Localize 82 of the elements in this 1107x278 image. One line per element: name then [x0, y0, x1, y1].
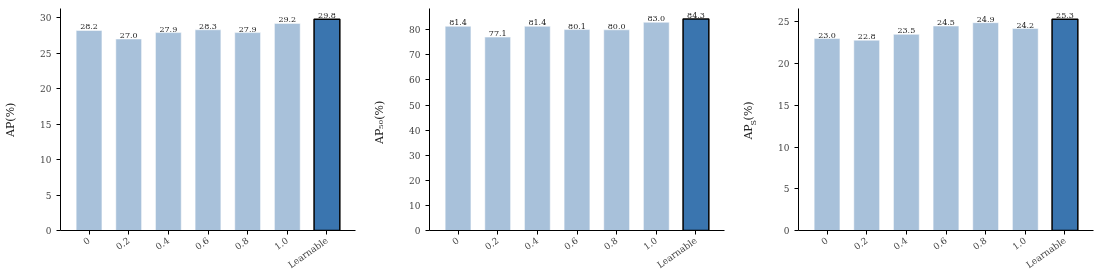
- y-tick-label: 20: [40, 84, 52, 95]
- bar: [853, 39, 880, 231]
- data-label: 28.2: [80, 22, 98, 32]
- x-tick-label: 0.8: [971, 235, 989, 252]
- x-tick-label: 1.0: [1010, 235, 1029, 252]
- data-label: 27.0: [119, 31, 138, 40]
- bar: [444, 26, 472, 231]
- data-label: 80.0: [607, 21, 626, 31]
- bar: [643, 22, 670, 231]
- y-tick-label: 0: [45, 226, 52, 236]
- bar: [932, 25, 960, 231]
- bar: [234, 32, 261, 231]
- bar: [194, 29, 222, 231]
- y-tick-label: 25: [778, 17, 790, 28]
- data-label: 83.0: [647, 14, 666, 24]
- y-tick-label: 20: [778, 59, 790, 70]
- bar: [893, 34, 920, 231]
- x-tick-label: 0: [450, 235, 462, 247]
- y-tick-label: 30: [409, 150, 421, 161]
- bar: [274, 23, 301, 231]
- data-label: 29.8: [318, 11, 336, 21]
- bar: [484, 36, 511, 231]
- x-tick-label: 0.6: [193, 235, 212, 252]
- data-label: 28.3: [199, 21, 217, 31]
- y-tick-label: 10: [40, 155, 52, 166]
- y-axis-title: AP₅₀(%): [372, 100, 386, 145]
- y-axis-title: APS(%): [741, 101, 758, 141]
- x-tick-label: 0.2: [114, 235, 132, 252]
- data-label: 23.0: [818, 30, 836, 40]
- x-tick-label: 0.4: [153, 235, 172, 252]
- x-tick-label: 1.0: [272, 235, 291, 252]
- bar: [1012, 28, 1039, 231]
- bar: [75, 30, 103, 231]
- data-label: 81.4: [528, 18, 547, 28]
- y-tick-label: 0: [414, 226, 421, 236]
- data-label: 77.1: [488, 29, 507, 39]
- data-label: 22.8: [857, 32, 876, 42]
- y-tick-label: 10: [778, 142, 790, 153]
- x-tick-label: 0.4: [522, 235, 541, 252]
- data-label: 25.3: [1056, 11, 1074, 21]
- x-tick-label: 0.2: [852, 235, 870, 252]
- data-label: 27.9: [159, 24, 178, 34]
- y-tick-label: 5: [45, 190, 52, 201]
- data-label: 80.1: [568, 21, 586, 31]
- bar: [603, 29, 630, 231]
- x-tick-label: 0.8: [233, 235, 251, 252]
- x-tick-label: 0.6: [562, 235, 581, 252]
- bar: [813, 38, 841, 231]
- x-tick-label: 0: [819, 235, 831, 247]
- y-tick-label: 20: [409, 175, 421, 186]
- y-tick-label: 30: [40, 13, 52, 24]
- y-tick-label: 50: [409, 100, 421, 111]
- bar: [972, 22, 999, 231]
- y-tick-label: 60: [409, 75, 421, 86]
- y-tick-label: 15: [40, 119, 52, 130]
- bar: [115, 38, 142, 231]
- x-tick-label: 0: [81, 235, 93, 247]
- data-label: 81.4: [449, 18, 467, 28]
- y-tick-label: 70: [409, 50, 421, 61]
- y-tick-label: 40: [409, 125, 421, 136]
- data-label: 27.9: [238, 24, 257, 34]
- bar: [524, 26, 551, 231]
- data-label: 29.2: [278, 15, 297, 25]
- y-tick-label: 5: [783, 184, 790, 195]
- data-label: 23.5: [897, 26, 916, 36]
- bar: [155, 32, 182, 231]
- data-label: 24.2: [1016, 20, 1035, 30]
- data-label: 24.5: [937, 18, 955, 28]
- y-tick-label: 10: [409, 200, 421, 211]
- data-label: 84.3: [687, 11, 705, 21]
- x-tick-label: 1.0: [641, 235, 660, 252]
- bar: [563, 29, 591, 231]
- y-tick-label: 80: [409, 25, 421, 36]
- y-tick-label: 15: [778, 100, 790, 111]
- data-label: 24.9: [976, 14, 995, 24]
- x-tick-label: 0.4: [891, 235, 910, 252]
- x-tick-label: 0.8: [602, 235, 620, 252]
- y-tick-label: 25: [40, 48, 52, 59]
- x-tick-label: 0.2: [483, 235, 501, 252]
- y-tick-label: 0: [783, 226, 790, 236]
- y-axis-title: AP(%): [3, 102, 17, 138]
- x-tick-label: 0.6: [931, 235, 950, 252]
